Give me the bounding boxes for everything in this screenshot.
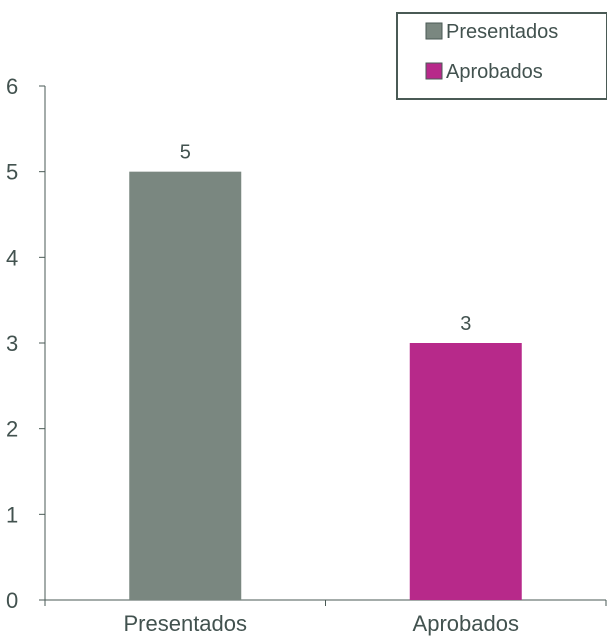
bar-aprobados bbox=[409, 343, 522, 600]
bar-presentados bbox=[129, 171, 242, 600]
y-tick-label-4: 4 bbox=[6, 245, 18, 270]
y-tick-label-6: 6 bbox=[6, 74, 18, 99]
legend: Presentados Aprobados bbox=[396, 12, 607, 100]
data-label-presentados: 5 bbox=[180, 142, 191, 164]
x-category-label-presentados: Presentados bbox=[123, 611, 247, 636]
bars-layer bbox=[129, 171, 522, 600]
x-category-label-aprobados: Aprobados bbox=[413, 611, 519, 636]
y-tick-label-2: 2 bbox=[6, 417, 18, 442]
y-tick-label-3: 3 bbox=[6, 331, 18, 356]
legend-swatch-presentados bbox=[425, 22, 443, 40]
labels-layer: 5 Presentados 3 Aprobados bbox=[123, 142, 518, 636]
legend-label-presentados: Presentados bbox=[446, 21, 558, 43]
y-tick-label-0: 0 bbox=[6, 588, 18, 613]
legend-swatch-aprobados bbox=[425, 62, 443, 80]
y-tick-label-5: 5 bbox=[6, 160, 18, 185]
y-tick-label-1: 1 bbox=[6, 502, 18, 527]
data-label-aprobados: 3 bbox=[460, 313, 471, 335]
legend-label-aprobados: Aprobados bbox=[446, 61, 543, 83]
